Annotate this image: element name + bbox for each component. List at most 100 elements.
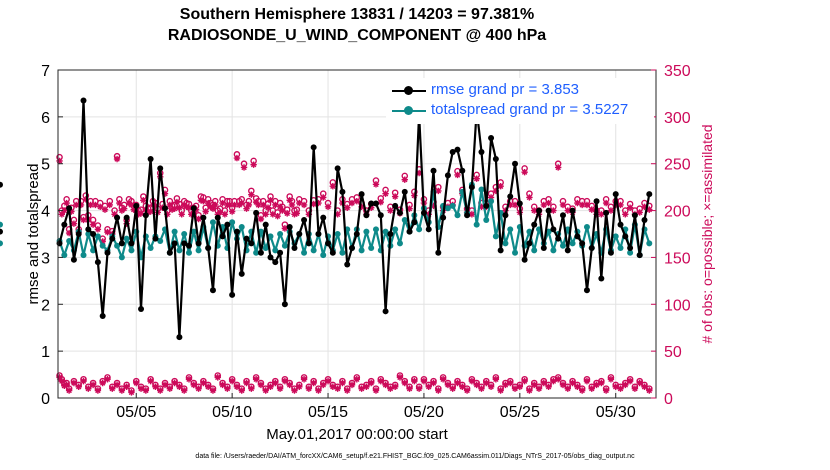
obs-assimilated-marker [267,197,274,204]
obs-assimilated-marker [219,199,226,207]
rmse-point [152,235,159,242]
totalspread-point [550,247,557,254]
rmse-point [257,249,264,256]
y-tick-label: 5 [41,157,50,174]
obs-assimilated-marker [58,377,66,385]
x-axis-label: May.01,2017 00:00:00 start [266,426,448,443]
totalspread-point [612,233,619,240]
obs-assimilated-marker [564,207,571,214]
totalspread-point [229,219,236,226]
totalspread-point [502,240,509,247]
obs-assimilated-marker [300,201,308,209]
obs-assimilated-marker [185,376,193,383]
rmse-point [559,212,566,219]
obs-assimilated-marker [233,154,241,162]
obs-assimilated-marker [82,196,90,203]
rmse-point [588,245,595,252]
obs-assimilated-marker [415,385,423,392]
rmse-point [66,205,73,212]
rmse-point [305,240,312,247]
obs-assimilated-marker [583,377,591,385]
obs-assimilated-marker [382,381,389,389]
rmse-point [310,144,317,151]
obs-assimilated-marker [511,201,519,209]
obs-assimilated-marker [358,203,365,211]
obs-assimilated-marker [133,379,140,387]
rmse-point [277,249,284,256]
rmse-line [58,99,651,339]
obs-assimilated-marker [267,383,274,390]
y2-axis-ticks: 0 50 100 150 200 250 300 350 [651,63,691,408]
obs-assimilated-marker [353,376,361,383]
rmse-point [219,233,226,240]
obs-assimilated-marker [130,206,137,213]
obs-assimilated-marker [531,207,538,214]
totalspread-point [0,240,3,247]
obs-assimilated-marker [157,387,164,394]
obs-assimilated-marker [63,199,70,207]
obs-assimilated-marker [473,175,480,182]
totalspread-point [209,219,216,226]
obs-assimilated-marker [255,201,262,209]
obs-assimilated-marker [63,381,70,389]
obs-assimilated-marker [641,203,648,211]
obs-assimilated-marker [497,387,504,394]
totalspread-point [473,221,480,228]
obs-assimilated-marker [257,381,265,389]
x-tick-label: 05/10 [212,404,252,421]
rmse-point [253,209,260,216]
obs-assimilated-marker [113,381,121,389]
obs-assimilated-marker [61,382,68,390]
obs-assimilated-marker [554,164,562,171]
obs-assimilated-marker [602,387,610,394]
obs-assimilated-marker [262,211,269,218]
x-tick-label: 05/20 [404,404,444,421]
obs-assimilated-marker [636,379,643,387]
obs-assimilated-marker [221,211,229,218]
obs-assimilated-marker [137,385,145,392]
obs-assimilated-marker [468,211,476,218]
rmse-point [411,219,418,226]
obs-assimilated-marker [190,381,197,389]
totalspread-point [358,247,365,254]
rmse-point [636,252,643,259]
rmse-point [94,259,101,266]
rmse-point [214,214,221,221]
obs-assimilated-marker [545,199,552,207]
obs-assimilated-marker [344,387,351,394]
obs-assimilated-marker [353,198,361,205]
obs-assimilated-marker [435,387,442,394]
rmse-point [617,221,624,228]
y2-tick-label: 350 [664,63,691,80]
totalspread-point [627,249,634,256]
obs-assimilated-marker [339,379,346,387]
totalspread-point [478,186,485,193]
obs-assimilated-marker [502,207,509,214]
obs-assimilated-marker [73,201,80,209]
y2-tick-label: 200 [664,204,691,221]
legend-dot-rmse [404,86,413,95]
obs-assimilated-marker [250,161,257,168]
rmse-point [118,240,125,247]
totalspread-point [583,223,590,230]
obs-assimilated-marker [641,383,648,390]
rmse-point [603,209,610,216]
totalspread-point [339,249,346,256]
obs-assimilated-marker [387,385,394,392]
obs-assimilated-marker [89,221,97,228]
obs-assimilated-marker [439,376,447,383]
totalspread-point [190,228,197,235]
obs-assimilated-marker [324,203,332,211]
obs-assimilated-marker [329,183,337,190]
obs-assimilated-marker [540,201,548,209]
obs-assimilated-marker [468,377,476,385]
obs-assimilated-marker [142,387,150,394]
obs-assimilated-marker [334,385,341,392]
obs-assimilated-marker [329,383,337,390]
rmse-point [483,202,490,209]
totalspread-point [492,233,499,240]
obs-assimilated-marker [243,205,250,212]
rmse-point [320,214,327,221]
obs-assimilated-marker [363,383,370,390]
rmse-point [612,191,619,198]
